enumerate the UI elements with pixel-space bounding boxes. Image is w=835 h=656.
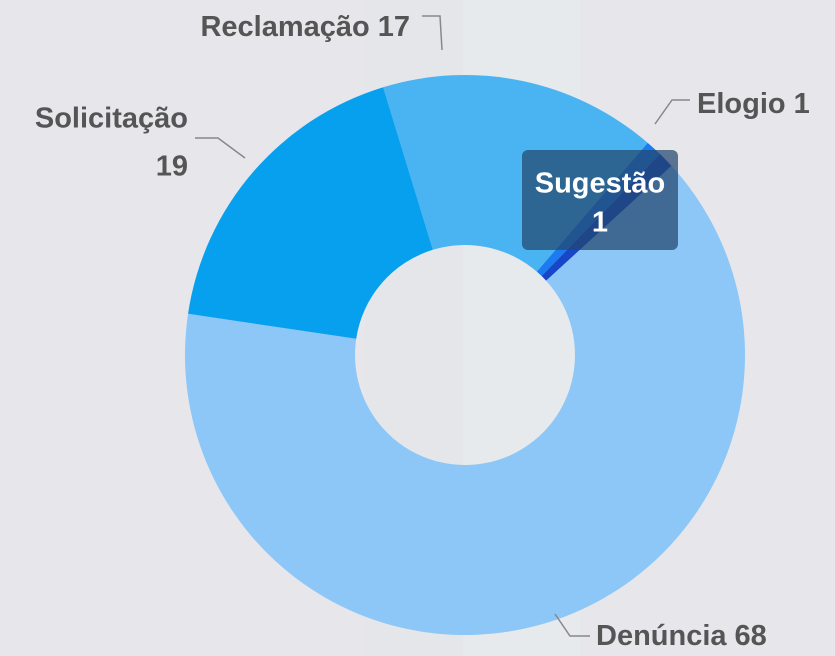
- label-value: 17: [378, 11, 410, 43]
- label-box: [522, 150, 678, 250]
- label: Reclamação 17: [200, 11, 410, 43]
- label-name: Reclamação: [200, 11, 369, 43]
- label-name: Denúncia: [596, 620, 727, 652]
- leader-line: [654, 99, 690, 125]
- label: Elogio 1: [697, 88, 810, 120]
- slice: [185, 165, 746, 635]
- leader-line: [422, 15, 443, 51]
- label-name: Sugestão: [535, 168, 666, 200]
- slice: [188, 87, 433, 339]
- leader-line: [554, 613, 590, 637]
- label: Denúncia 68: [596, 620, 767, 652]
- label-value: 1: [592, 207, 608, 239]
- label-name: Solicitação: [35, 103, 188, 135]
- label-value: 68: [735, 620, 767, 652]
- label-value: 19: [156, 151, 188, 183]
- leader-line: [195, 137, 246, 159]
- label-value: 1: [794, 88, 810, 120]
- label-name: Elogio: [697, 88, 786, 120]
- slice: [383, 74, 648, 272]
